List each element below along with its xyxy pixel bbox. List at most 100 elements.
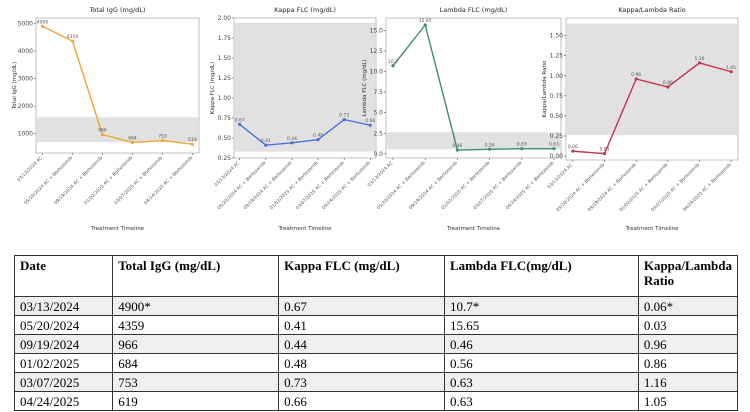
data-label: 0.56 — [485, 142, 495, 148]
data-label: 0.48 — [313, 133, 323, 139]
y-tick-label: 12.5 — [370, 48, 384, 55]
y-axis-label: Total IgG (mg/dL) — [12, 62, 18, 110]
x-tick-label: 01/02/2025 AC + Bortezomib — [269, 160, 320, 211]
x-tick-label: 05/20/2024 AC + Bortezomib — [23, 155, 74, 206]
y-axis-label: Kappa/Lambda Ratio — [542, 60, 548, 118]
x-axis-label: Treatment Timeline — [277, 226, 332, 232]
charts-panel: Total IgG (mg/dL) 1000 2000 3000 4000 5000 Tot… — [12, 6, 739, 232]
x-tick-label: 04/24/2025 AC + Bortezomib — [143, 155, 194, 206]
x-axis-label: Treatment Timeline — [90, 226, 145, 232]
y-tick-label: 0.50 — [218, 135, 232, 142]
data-point — [520, 147, 524, 151]
table-row: 09/19/2024 966 0.44 0.46 0.96 — [13, 334, 739, 354]
table-header-row: Date Total IgG (mg/dL) Kappa FLC (mg/dL)… — [13, 255, 739, 297]
y-tick-label: 2000 — [18, 103, 33, 110]
data-label: 15.65 — [419, 18, 432, 24]
y-tick-label: 0.0 — [373, 151, 383, 158]
y-tick-label: 15.0 — [370, 27, 384, 34]
y-tick-label: 0.00 — [550, 153, 564, 160]
header-lambda-flc: Lambda FLC(mg/dL) — [443, 255, 639, 297]
y-tick-label: 5000 — [18, 21, 33, 28]
data-point — [342, 118, 346, 122]
y-axis-label: Lambda FLC (mg/dL) — [362, 59, 368, 116]
table-row: 01/02/2025 684 0.48 0.56 0.86 — [13, 353, 739, 373]
cell-kappa-flc: 0.41 — [278, 315, 445, 335]
cell-date: 05/20/2024 — [13, 315, 114, 335]
y-tick-label: 3000 — [18, 76, 33, 83]
data-point — [368, 123, 372, 127]
y-tick-label: 1.50 — [550, 33, 564, 40]
y-tick-label: 1.25 — [218, 75, 232, 82]
table-row: 03/13/2024 4900* 0.67 10.7* 0.06* — [13, 296, 739, 316]
data-point — [455, 148, 459, 152]
data-point — [552, 147, 556, 151]
cell-ratio: 0.03 — [637, 315, 739, 335]
data-label: 0.67 — [235, 117, 245, 123]
x-tick-label: 03/07/2025 AC + Bortezomib — [295, 160, 346, 211]
cell-lambda-flc: 0.63 — [443, 391, 639, 411]
chart-title: Total IgG (mg/dL) — [89, 6, 146, 14]
data-label: 0.63 — [517, 142, 527, 148]
lab-results-table: Date Total IgG (mg/dL) Kappa FLC (mg/dL)… — [13, 255, 739, 411]
cell-ratio: 0.96 — [637, 334, 739, 354]
table-row: 03/07/2025 753 0.73 0.63 1.16 — [13, 372, 739, 392]
x-tick-label: 05/20/2024 AC + Bortezomib — [216, 160, 267, 211]
data-label: 4900 — [37, 19, 49, 25]
series-line — [42, 25, 193, 145]
cell-total-igg: 4900* — [112, 296, 280, 316]
data-point — [729, 70, 733, 74]
data-point — [100, 133, 105, 137]
data-point — [130, 140, 135, 145]
data-point — [391, 64, 395, 68]
reference-range-band — [386, 132, 561, 150]
y-tick-label: 0.50 — [550, 113, 564, 120]
header-total-igg: Total IgG (mg/dL) — [112, 255, 280, 297]
data-point — [571, 149, 575, 153]
header-kappa-lambda-ratio: Kappa/Lambda Ratio — [637, 255, 739, 297]
x-tick-label: 03/13/2024 AC — [16, 155, 44, 183]
x-tick-label: 03/07/2025 AC + Bortezomib — [113, 155, 164, 206]
cell-ratio: 0.06* — [637, 296, 739, 316]
cell-date: 03/07/2025 — [13, 372, 114, 392]
data-label: 753 — [158, 134, 167, 140]
y-tick-label: 0.25 — [218, 155, 232, 162]
data-point — [602, 151, 607, 156]
data-label: 1.16 — [694, 56, 704, 62]
chart-title: Kappa/Lambda Ratio — [618, 6, 686, 14]
cell-lambda-flc: 0.63 — [443, 372, 639, 392]
data-label: 0.73 — [339, 113, 349, 119]
series-line — [572, 62, 732, 155]
cell-lambda-flc: 10.7* — [443, 296, 639, 316]
data-label: 0.46 — [452, 143, 462, 149]
data-point — [634, 77, 638, 81]
cell-date: 03/13/2024 — [13, 296, 114, 316]
data-label: 684 — [128, 135, 137, 141]
y-tick-label: 5.0 — [373, 110, 383, 117]
cell-total-igg: 966 — [112, 334, 280, 354]
chart-kappa-lambda-ratio: Kappa/Lambda Ratio 0.00 0.25 0.50 0.75 1.00 1.… — [542, 6, 739, 232]
cell-total-igg: 619 — [112, 391, 280, 411]
x-tick-label: 04/24/2025 AC + Bortezomib — [321, 160, 372, 211]
chart-kappa-flc: Kappa FLC (mg/dL) 0.25 0.50 0.75 1.00 1.25 1.5… — [210, 6, 377, 232]
x-tick-label: 09/19/2024 AC + Bortezomib — [53, 155, 104, 206]
cell-date: 04/24/2025 — [13, 391, 114, 411]
chart-title: Lambda FLC (mg/dL) — [440, 6, 508, 14]
cell-kappa-flc: 0.44 — [278, 334, 445, 354]
chart-lambda-flc: Lambda FLC (mg/dL) 0.0 2.5 5.0 7.5 10.0 12.5 15… — [362, 6, 562, 232]
y-tick-label: 0.25 — [550, 133, 564, 140]
data-point — [264, 143, 268, 147]
cell-date: 01/02/2025 — [13, 353, 114, 373]
cell-lambda-flc: 15.65 — [443, 315, 639, 335]
data-label: 0.96 — [631, 72, 641, 78]
data-point — [423, 23, 427, 27]
cell-ratio: 0.86 — [637, 353, 739, 373]
data-label: 0.03 — [600, 147, 610, 153]
y-tick-label: 10.0 — [370, 69, 384, 76]
data-label: 10.7 — [388, 59, 398, 65]
header-kappa-flc: Kappa FLC (mg/dL) — [278, 255, 445, 297]
cell-lambda-flc: 0.56 — [443, 353, 639, 373]
x-tick-label: 03/13/2024 AC — [213, 160, 241, 188]
y-tick-label: 1000 — [18, 131, 33, 138]
table-row: 04/24/2025 619 0.66 0.63 1.05 — [13, 391, 739, 411]
chart-total-igg: Total IgG (mg/dL) 1000 2000 3000 4000 5000 Tot… — [12, 6, 200, 232]
